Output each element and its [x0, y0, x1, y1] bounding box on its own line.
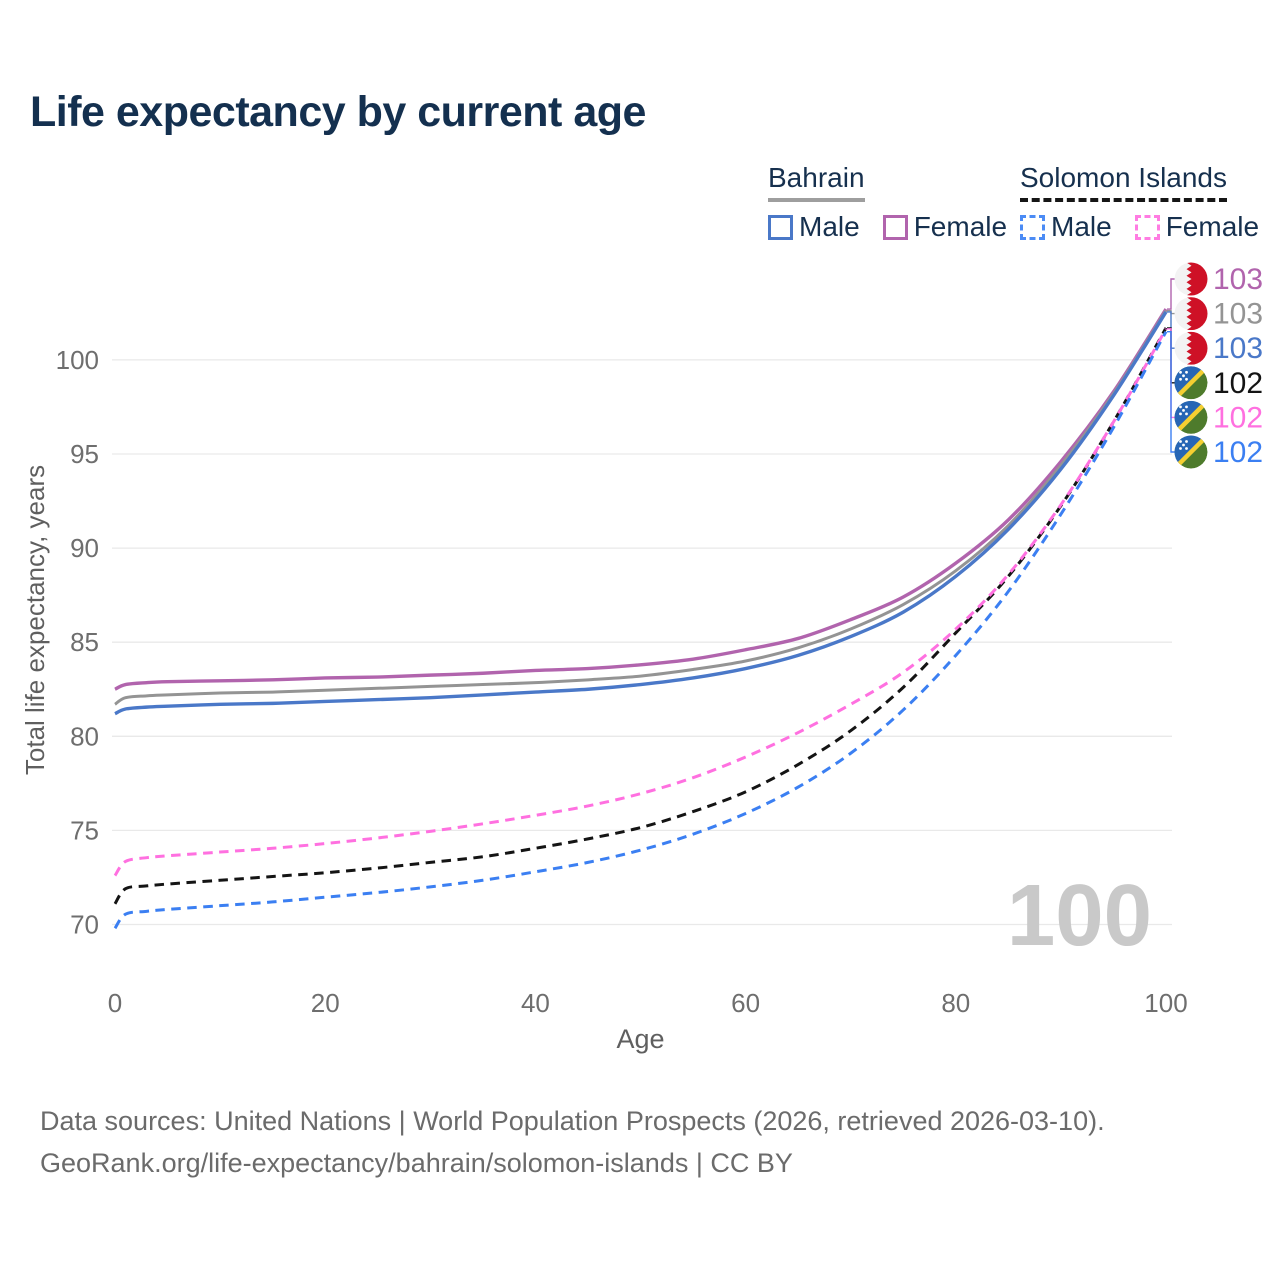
legend-group-bahrain: Bahrain Male Female — [768, 162, 1007, 243]
series-end-value-label: 102 — [1213, 436, 1263, 469]
solomon-female-swatch-icon — [1134, 214, 1160, 240]
series-end-value-label: 103 — [1213, 263, 1263, 296]
legend-item-label: Female — [913, 211, 1008, 242]
series-end-value-label: 102 — [1213, 367, 1263, 400]
gridlines — [112, 359, 1172, 926]
legend-item-label: Male — [1051, 211, 1112, 242]
y-tick-label: 80 — [70, 721, 99, 751]
bahrain-male-swatch-icon — [768, 214, 793, 240]
x-tick-label: 60 — [731, 988, 760, 1018]
x-tick-label: 80 — [941, 988, 970, 1018]
y-tick-label: 70 — [70, 910, 99, 940]
bahrain-flag-icon — [1174, 262, 1208, 296]
y-tick-label: 75 — [70, 815, 99, 845]
series-line-solomon-islands-male[interactable] — [113, 330, 1168, 930]
legend-items-bahrain: Male Female — [768, 211, 1007, 243]
legend-item-bahrain-male[interactable]: Male — [768, 211, 860, 243]
watermark: 100 — [1007, 867, 1152, 964]
legend-group-title-bahrain: Bahrain — [768, 162, 865, 202]
legend-items-solomon-islands: Male Female — [1020, 211, 1259, 243]
series-lines — [113, 308, 1168, 930]
solomon-islands-flag-icon — [1174, 400, 1208, 434]
legend-group-solomon-islands: Solomon Islands Male Female — [1020, 162, 1259, 243]
page-title: Life expectancy by current age — [30, 88, 646, 136]
series-line-bahrain-female[interactable] — [114, 308, 1168, 691]
x-tick-label: 0 — [108, 988, 122, 1018]
series-end-value-label: 103 — [1213, 298, 1263, 331]
series-line-bahrain-male[interactable] — [114, 311, 1168, 716]
bahrain-female-swatch-icon — [882, 214, 908, 240]
legend-group-title-solomon-islands: Solomon Islands — [1020, 162, 1228, 202]
y-tick-label: 100 — [56, 345, 99, 375]
footer-line2: GeoRank.org/life-expectancy/bahrain/solo… — [40, 1148, 793, 1178]
series-end-value-label: 102 — [1213, 401, 1263, 434]
bahrain-flag-icon — [1174, 331, 1208, 365]
legend-item-bahrain-female[interactable]: Female — [882, 211, 1008, 243]
solomon-islands-flag-icon — [1174, 435, 1208, 469]
bahrain-flag-icon — [1174, 297, 1208, 331]
y-axis-title: Total life expectancy, years — [20, 465, 50, 775]
series-line-bahrain-both-sexes[interactable] — [114, 309, 1168, 706]
y-tick-label: 95 — [70, 439, 99, 469]
label-leader-line — [1167, 331, 1175, 453]
series-end-value-label: 103 — [1213, 332, 1263, 365]
series-line-solomon-islands-female[interactable] — [113, 328, 1168, 877]
x-tick-label: 20 — [311, 988, 340, 1018]
x-tick-label: 40 — [521, 988, 550, 1018]
x-tick-label: 100 — [1144, 988, 1187, 1018]
legend-item-solomon-male[interactable]: Male — [1020, 211, 1112, 243]
series-line-solomon-islands-both-sexes[interactable] — [113, 327, 1168, 905]
y-tick-label: 85 — [70, 627, 99, 657]
x-axis-title: Age — [616, 1024, 664, 1054]
footer-line1: Data sources: United Nations | World Pop… — [40, 1106, 1105, 1136]
legend-item-label: Female — [1165, 211, 1260, 242]
solomon-male-swatch-icon — [1020, 214, 1045, 240]
legend-item-solomon-female[interactable]: Female — [1134, 211, 1260, 243]
legend-item-label: Male — [799, 211, 860, 242]
solomon-islands-flag-icon — [1174, 366, 1208, 400]
label-leader-line — [1167, 278, 1175, 310]
y-tick-label: 90 — [70, 533, 99, 563]
